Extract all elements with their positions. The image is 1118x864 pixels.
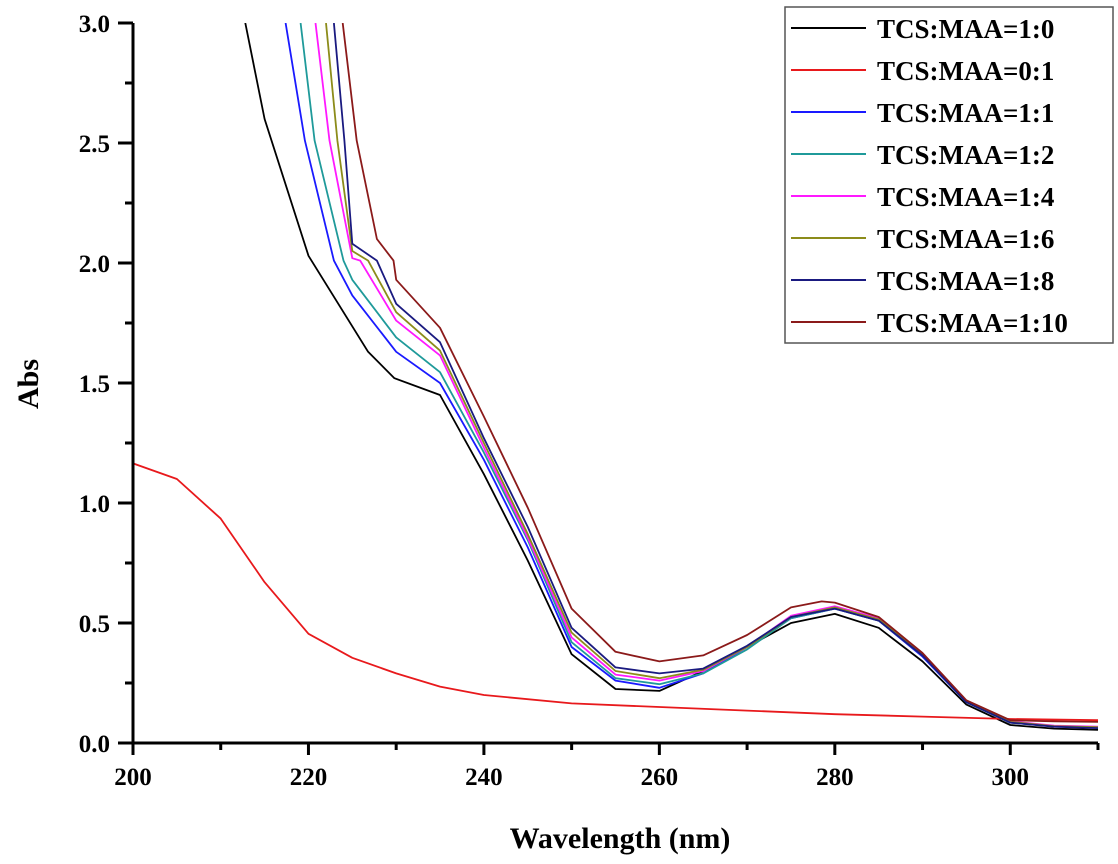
x-tick-label: 300 (992, 764, 1030, 791)
legend-label: TCS:MAA=1:6 (877, 224, 1054, 254)
legend-label: TCS:MAA=1:4 (877, 182, 1054, 212)
y-tick-label: 3.0 (79, 11, 110, 38)
axes-group: 200 220 240 260 280 300 0.0 0.5 1.0 1.5 2.0 2.5 3.0 (79, 11, 1100, 791)
legend-label: TCS:MAA=1:8 (877, 266, 1054, 296)
series-line-7 (333, 23, 1099, 729)
y-tick-label: 1.5 (79, 371, 110, 398)
legend-label: TCS:MAA=1:0 (877, 14, 1054, 44)
x-axis-title: Wavelength (nm) (510, 822, 731, 855)
series-line-2 (133, 462, 1099, 722)
y-axis-title: Abs (12, 359, 45, 409)
x-tick-label: 220 (290, 764, 328, 791)
x-tick-label: 280 (816, 764, 854, 791)
series-line-8 (341, 23, 1099, 723)
y-tick-label: 2.5 (79, 131, 110, 158)
legend-box (784, 6, 1114, 344)
legend-label: TCS:MAA=1:10 (877, 308, 1068, 338)
legend-items: TCS:MAA=1:0 TCS:MAA=0:1 TCS:MAA=1:1 TCS:MAA… (791, 14, 1068, 338)
legend-label: TCS:MAA=1:2 (877, 140, 1054, 170)
plot-series-group (133, 23, 1099, 731)
y-ticks: 0.0 0.5 1.0 1.5 2.0 2.5 3.0 (79, 11, 133, 758)
y-tick-label: 1.0 (79, 491, 110, 518)
x-tick-label: 200 (114, 764, 152, 791)
x-ticks: 200 220 240 260 280 300 (114, 743, 1100, 791)
x-tick-label: 240 (465, 764, 503, 791)
series-line-1 (244, 23, 1099, 731)
legend-label: TCS:MAA=0:1 (877, 56, 1054, 86)
x-tick-label: 260 (641, 764, 679, 791)
y-tick-label: 2.0 (79, 251, 110, 278)
y-tick-label: 0.0 (79, 731, 110, 758)
legend: TCS:MAA=1:0 TCS:MAA=0:1 TCS:MAA=1:1 TCS:MAA… (784, 6, 1114, 344)
legend-label: TCS:MAA=1:1 (877, 98, 1054, 128)
y-tick-label: 0.5 (79, 611, 110, 638)
